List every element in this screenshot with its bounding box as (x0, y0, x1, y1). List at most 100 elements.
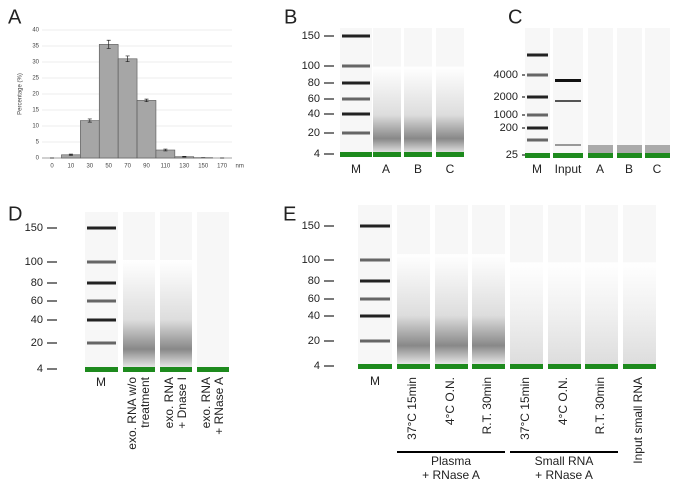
gel-front (525, 153, 550, 158)
group-label: Plasma (431, 454, 471, 468)
marker-band (87, 281, 116, 285)
gel-front (160, 367, 192, 372)
gel-front (617, 153, 642, 158)
marker-band (360, 279, 390, 283)
panel-letter: B (284, 6, 297, 28)
lane-label: 37°C 15min (405, 377, 419, 440)
x-tick-label: 170 (217, 164, 228, 170)
marker-band (360, 339, 390, 343)
error-bar (163, 148, 168, 152)
marker-label: 20 (308, 127, 320, 139)
gel-front (623, 364, 656, 369)
marker-band (360, 314, 390, 318)
marker-label: 20 (31, 337, 43, 349)
marker-label: 40 (308, 310, 320, 322)
marker-label: 100 (302, 60, 320, 72)
lane-label: 4°C O.N. (443, 377, 457, 425)
gel-lane (340, 28, 372, 157)
marker-band (342, 34, 370, 38)
y-tick-label: 15 (32, 108, 39, 114)
marker-label: 4 (314, 360, 320, 372)
gel-band (617, 145, 642, 153)
gel-front (373, 152, 401, 157)
lane-label: M (351, 162, 361, 176)
x-tick-label: 70 (124, 164, 131, 170)
group-label: Small RNA (535, 454, 594, 468)
gel-lane (617, 28, 642, 158)
lane-label: M (370, 374, 380, 388)
gel-smear (623, 262, 656, 365)
gel-smear (397, 254, 430, 366)
lane-label: B (414, 162, 422, 176)
x-tick-label: 150 (198, 164, 209, 170)
marker-label: 100 (25, 256, 43, 268)
marker-band (360, 258, 390, 262)
marker-label: 20 (308, 335, 320, 347)
gel-smear (123, 260, 155, 369)
lane-label: R.T. 30min (593, 377, 607, 434)
marker-label: 40 (308, 108, 320, 120)
lane-label: + Dnase I (175, 377, 189, 429)
marker-label: 60 (308, 93, 320, 105)
y-tick-label: 30 (32, 60, 39, 66)
x-tick-label: 50 (105, 164, 112, 170)
marker-label: 80 (31, 277, 43, 289)
gel-front (340, 152, 372, 157)
gel-band (555, 79, 581, 82)
marker-label: 4000 (494, 69, 518, 81)
gel-lane (358, 205, 392, 369)
lane-label: M (96, 375, 106, 389)
marker-label: 25 (506, 149, 518, 161)
marker-label: 100 (302, 254, 320, 266)
lane-label: A (596, 162, 604, 176)
gel-lane (525, 28, 550, 158)
marker-band (87, 299, 116, 303)
marker-label: 80 (308, 77, 320, 89)
panel-letter: C (508, 6, 522, 28)
error-bar (144, 98, 149, 103)
gel-smear (472, 254, 505, 366)
x-unit: nm (236, 164, 244, 170)
marker-band (342, 131, 370, 135)
gel-front (397, 364, 430, 369)
lane-label: A (382, 162, 390, 176)
lane-label: exo. RNA w/o (125, 377, 139, 450)
gel-band (645, 145, 670, 153)
lane-label: exo. RNA (162, 377, 176, 428)
error-bar (106, 39, 111, 49)
marker-band (87, 226, 116, 230)
marker-band (342, 112, 370, 116)
gel-smear (585, 262, 618, 365)
marker-band (527, 95, 548, 99)
gel-lane (553, 28, 583, 158)
lane-label: treatment (138, 376, 152, 427)
gel-front (472, 364, 505, 369)
gel-smear (435, 254, 468, 366)
gel-front (548, 364, 581, 369)
marker-band (527, 73, 548, 77)
gel-lane (645, 28, 670, 158)
group-label: + RNase A (535, 468, 593, 482)
marker-label: 150 (302, 220, 320, 232)
panel-letter: A (8, 6, 22, 28)
gel-band (555, 144, 581, 146)
gel-smear (404, 66, 432, 155)
panel-letter: D (8, 203, 22, 225)
marker-band (87, 318, 116, 322)
y-tick-label: 35 (32, 44, 39, 50)
marker-label: 2000 (494, 91, 518, 103)
lane-label: 4°C O.N. (556, 377, 570, 425)
y-tick-label: 0 (36, 156, 40, 162)
error-bar (68, 153, 73, 156)
y-axis-label: Percentage (%) (18, 73, 24, 115)
error-bar (87, 118, 92, 123)
marker-label: 4 (314, 148, 320, 160)
bar (98, 44, 119, 159)
error-bar (182, 156, 187, 158)
marker-band (527, 126, 548, 130)
lane-label: R.T. 30min (480, 377, 494, 434)
x-tick-label: 10 (68, 164, 75, 170)
gel-smear (510, 262, 543, 365)
marker-label: 60 (31, 295, 43, 307)
